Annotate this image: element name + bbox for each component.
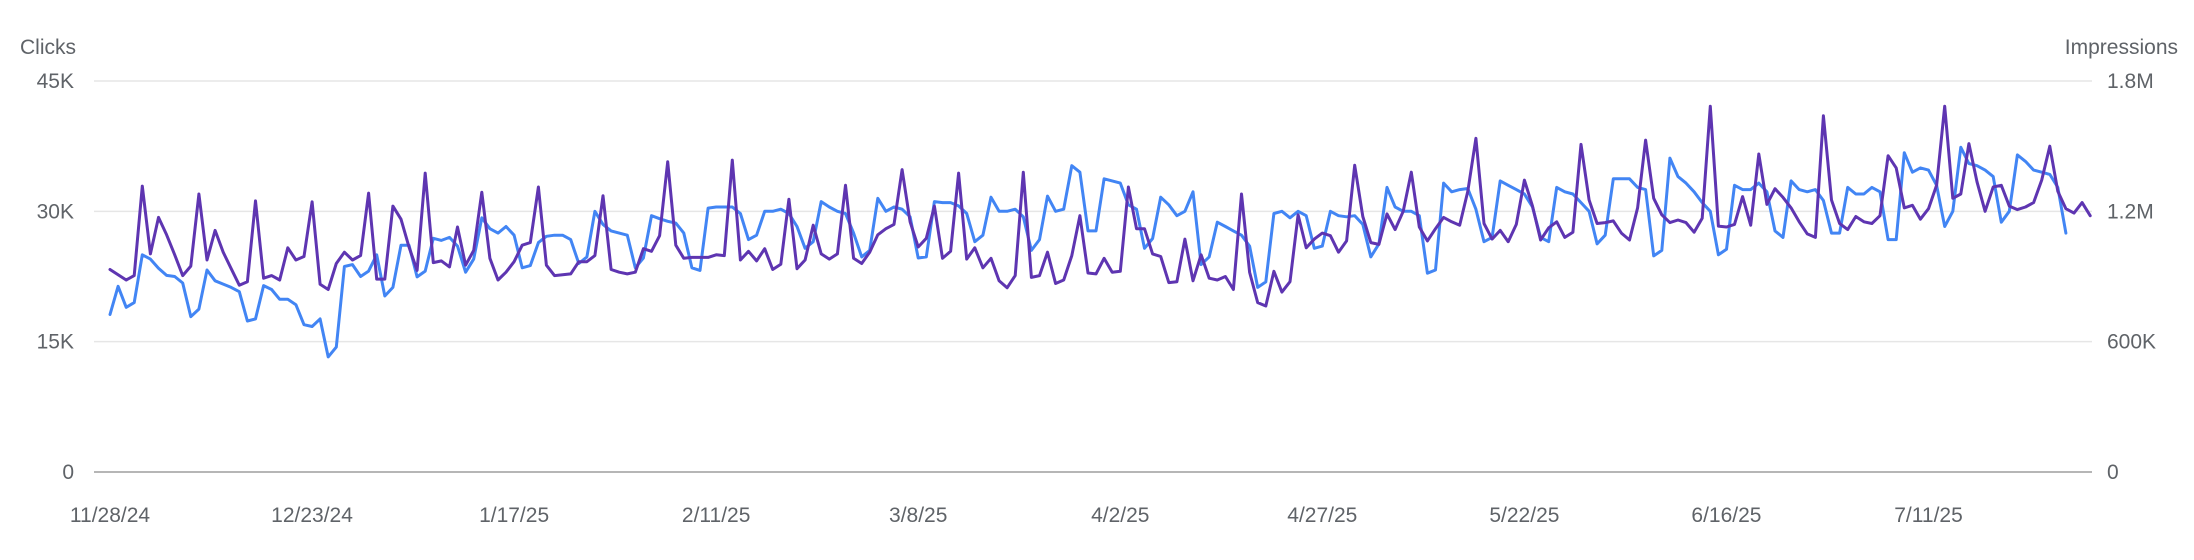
x-tick-label: 5/22/25 [1489, 504, 1559, 527]
x-tick-label: 1/17/25 [479, 504, 549, 527]
x-tick-label: 12/23/24 [271, 504, 353, 527]
left-tick-label: 45K [37, 70, 74, 93]
x-tick-label: 6/16/25 [1691, 504, 1761, 527]
series-lines [108, 104, 2092, 359]
impressions-series-line [108, 145, 2068, 359]
left-tick-label: 30K [37, 200, 74, 223]
x-tick-label: 4/2/25 [1091, 504, 1149, 527]
clicks-series-line [108, 104, 2092, 308]
right-axis-title: Impressions [2065, 36, 2178, 59]
x-tick-label: 11/28/24 [70, 504, 151, 527]
left-tick-label: 15K [37, 331, 74, 354]
right-tick-label: 1.2M [2107, 200, 2154, 223]
left-tick-label: 0 [62, 461, 74, 484]
right-tick-label: 600K [2107, 331, 2156, 354]
left-axis-title: Clicks [20, 36, 76, 59]
x-tick-label: 3/8/25 [889, 504, 947, 527]
gridlines [94, 80, 2092, 473]
x-tick-label: 2/11/25 [682, 504, 751, 527]
x-axis-ticks: 11/28/24 12/23/24 1/17/25 2/11/25 3/8/25 4/2/… [70, 504, 1963, 527]
right-tick-label: 0 [2107, 461, 2119, 484]
left-axis-ticks: 45K 30K 15K 0 [37, 70, 74, 484]
right-tick-label: 1.8M [2107, 70, 2154, 93]
right-axis-ticks: 1.8M 1.2M 600K 0 [2107, 70, 2156, 484]
x-tick-label: 7/11/25 [1894, 504, 1963, 527]
x-tick-label: 4/27/25 [1287, 504, 1357, 527]
